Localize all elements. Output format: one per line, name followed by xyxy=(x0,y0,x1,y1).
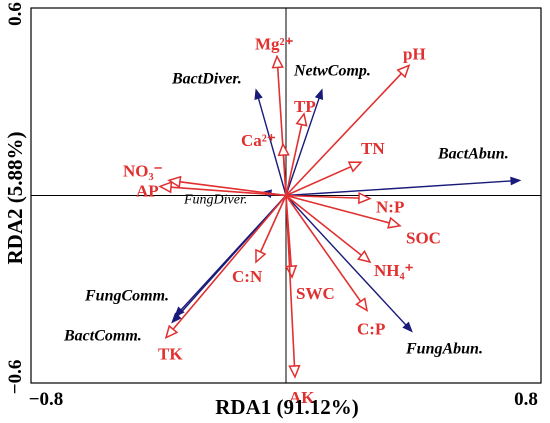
microbial-vector-label: BactComm. xyxy=(63,328,142,345)
y-tick-label: 0.6 xyxy=(5,2,26,26)
microbial-vector xyxy=(254,88,287,196)
environment-vector-label: Ca²⁺ xyxy=(241,131,276,150)
vectors-layer xyxy=(158,54,522,379)
environment-vector-label: Mg²⁺ xyxy=(255,34,294,53)
environment-vector-label: TK xyxy=(158,345,183,364)
environment-vector xyxy=(285,194,402,229)
environment-vector xyxy=(164,194,287,340)
environment-vector-label: C:P xyxy=(357,319,385,338)
microbial-vector-label: BactDiver. xyxy=(171,71,242,88)
microbial-vector-label: FungComm. xyxy=(84,287,169,304)
tick-labels: −0.8 0.8 0.6 −0.6 xyxy=(5,2,538,410)
microbial-vector xyxy=(285,88,324,196)
microbial-vector xyxy=(285,195,413,333)
microbial-vector xyxy=(171,195,287,324)
x-axis-label: RDA1 (91.12%) xyxy=(215,395,358,419)
environment-vector-label: C:N xyxy=(232,267,263,286)
environment-vector-label: AP xyxy=(136,181,159,200)
environment-vector xyxy=(285,194,372,264)
environment-vector xyxy=(285,191,372,205)
environment-vector xyxy=(277,142,290,196)
environment-vector xyxy=(158,181,287,197)
environment-vector-label: TN xyxy=(361,139,385,158)
environment-vector xyxy=(255,195,287,264)
microbial-vector xyxy=(285,176,522,197)
microbial-vector-label: FungDiver. xyxy=(183,192,247,207)
environment-vector-label: SOC xyxy=(406,229,441,248)
environment-vector-label: NO₃⁻ xyxy=(123,161,163,180)
y-axis-label: RDA2 (5.88%) xyxy=(3,132,27,265)
environment-vector-label: pH xyxy=(403,44,426,63)
environment-vector-label: NH₄⁺ xyxy=(374,261,414,280)
environment-vector-label: AK xyxy=(289,388,315,407)
environment-vector-label: SWC xyxy=(296,284,335,303)
environment-vector xyxy=(285,64,411,197)
environment-vector xyxy=(285,195,369,312)
y-tick-label: −0.6 xyxy=(5,360,26,395)
environment-vector xyxy=(285,195,301,379)
microbial-vector-label: BactAbun. xyxy=(437,145,509,162)
environment-vector xyxy=(285,161,363,197)
environment-vector-label: TP xyxy=(294,97,316,116)
x-tick-label: 0.8 xyxy=(514,389,538,410)
vector-labels: BactAbun. NetwComp. BactDiver. FungDiver. Fu… xyxy=(63,34,509,407)
environment-vector-label: N:P xyxy=(376,198,404,217)
x-tick-label: −0.8 xyxy=(29,389,64,410)
microbial-vector-label: FungAbun. xyxy=(405,341,483,358)
microbial-vector-label: NetwComp. xyxy=(293,63,371,80)
environment-vector xyxy=(285,112,308,196)
environment-vector xyxy=(167,175,287,197)
